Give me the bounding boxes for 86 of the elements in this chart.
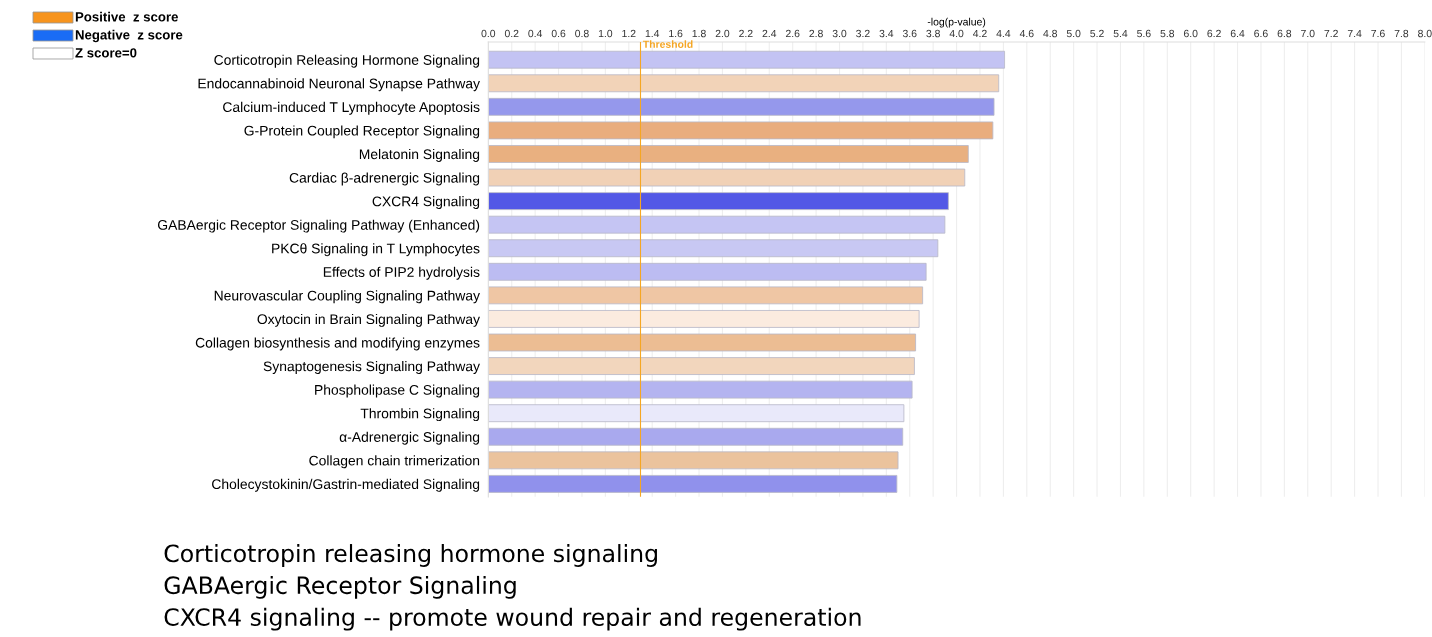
x-axis-title: -log(p-value): [927, 17, 986, 28]
y-tick-label: Cholecystokinin/Gastrin-mediated Signaling: [212, 478, 480, 492]
y-tick-label: Corticotropin Releasing Hormone Signaling: [214, 54, 480, 68]
x-tick-label: 1.0: [598, 29, 613, 38]
x-tick-label: 6.8: [1277, 29, 1292, 38]
bar: [488, 192, 949, 211]
y-tick-label: Collagen biosynthesis and modifying enzymes: [195, 337, 480, 351]
x-tick-label: 4.4: [996, 29, 1011, 38]
bar: [488, 74, 1000, 93]
x-tick-label: 2.0: [715, 29, 730, 38]
x-tick-label: 3.6: [902, 29, 917, 38]
bar: [488, 427, 904, 446]
y-tick-label: Effects of PIP2 hydrolysis: [323, 266, 480, 280]
x-tick-label: 5.0: [1066, 29, 1081, 38]
bar: [488, 286, 924, 305]
x-tick-label: 5.2: [1090, 29, 1104, 38]
x-tick-label: 6.2: [1207, 29, 1221, 38]
x-tick-label: 1.8: [692, 29, 706, 38]
bar: [488, 145, 969, 163]
x-tick-label: 0.6: [551, 29, 566, 38]
text: Positive z score: [75, 11, 178, 22]
x-tick-label: 0.4: [528, 29, 543, 38]
y-tick-label: GABAergic Receptor Signaling Pathway (Enhanced): [157, 219, 480, 233]
x-tick-label: 5.8: [1160, 29, 1175, 38]
x-tick-label: 5.6: [1137, 29, 1151, 38]
y-tick-label: Phospholipase C Signaling: [315, 384, 480, 398]
bar: [488, 121, 994, 140]
x-tick-label: 4.0: [949, 29, 964, 38]
x-tick-label: 3.4: [879, 29, 894, 38]
ref-line-label: Threshold: [642, 40, 693, 48]
y-tick-label: Neurovascular Coupling Signaling Pathway: [214, 290, 480, 304]
x-tick-label: 7.6: [1371, 29, 1385, 38]
text: Corticotropin releasing hormone signaling: [164, 544, 657, 567]
y-tick-label: G-Protein Coupled Receptor Signaling: [244, 125, 480, 139]
x-tick-label: 1.6: [669, 29, 683, 38]
text: Z score=0: [75, 48, 137, 58]
text: GABAergic Receptor Signaling: [164, 575, 516, 599]
y-tick-label: Collagen chain trimerization: [309, 455, 480, 469]
y-tick-label: CXCR4 Signaling: [372, 196, 480, 210]
y-tick-label: α-Adrenergic Signaling: [339, 431, 480, 445]
x-tick-label: 3.8: [926, 29, 940, 38]
bar: [488, 168, 966, 187]
x-tick-label: 6.0: [1184, 29, 1198, 38]
x-tick-label: 4.2: [972, 29, 987, 38]
bar: [488, 262, 927, 281]
bar: [488, 50, 1005, 69]
x-tick-label: 7.2: [1324, 29, 1338, 38]
x-tick-label: 0.0: [481, 29, 496, 38]
x-tick-label: 2.8: [809, 29, 823, 38]
x-tick-label: 2.6: [785, 29, 800, 38]
x-tick-label: 6.6: [1254, 29, 1268, 38]
x-tick-label: 3.2: [856, 29, 870, 38]
x-tick-label: 6.4: [1230, 29, 1245, 38]
y-tick-label: Cardiac β-adrenergic Signaling: [289, 172, 480, 186]
y-tick-label: Oxytocin in Brain Signaling Pathway: [257, 313, 480, 327]
y-tick-label: Thrombin Signaling: [360, 408, 480, 422]
x-tick-label: 2.2: [739, 29, 753, 38]
y-tick-label: PKCθ Signaling in T Lymphocytes: [272, 243, 480, 257]
x-tick-label: 4.8: [1043, 29, 1058, 38]
bar: [488, 333, 917, 352]
x-tick-label: 7.0: [1301, 29, 1315, 38]
x-tick-label: 3.0: [832, 29, 847, 38]
y-tick-label: Synaptogenesis Signaling Pathway: [263, 361, 480, 374]
x-tick-label: 1.2: [622, 29, 636, 38]
bar: [488, 215, 946, 234]
bar: [488, 239, 939, 258]
x-tick-label: 0.2: [504, 29, 519, 38]
x-tick-label: 5.4: [1113, 29, 1128, 38]
bar: [488, 475, 898, 493]
y-tick-label: Melatonin Signaling: [359, 148, 480, 162]
bar: [488, 380, 913, 399]
x-tick-label: 4.6: [1019, 29, 1034, 38]
x-tick-label: 7.8: [1394, 29, 1409, 38]
bar: [488, 310, 920, 328]
bar: [488, 451, 899, 470]
y-tick-label: Calcium-induced T Lymphocyte Apoptosis: [223, 101, 480, 115]
x-tick-label: 1.4: [645, 29, 660, 38]
y-tick-label: Endocannabinoid Neuronal Synapse Pathway: [198, 78, 480, 92]
text: Negative z score: [75, 29, 183, 43]
x-tick-label: 2.4: [762, 29, 777, 38]
bar: [488, 357, 915, 375]
x-tick-label: 7.4: [1347, 29, 1362, 38]
text: CXCR4 signaling -- promote wound repair and regeneration: [164, 607, 861, 631]
bar: [488, 97, 995, 116]
x-tick-label: 0.8: [575, 29, 589, 38]
x-tick-label: 8.0: [1418, 29, 1432, 38]
